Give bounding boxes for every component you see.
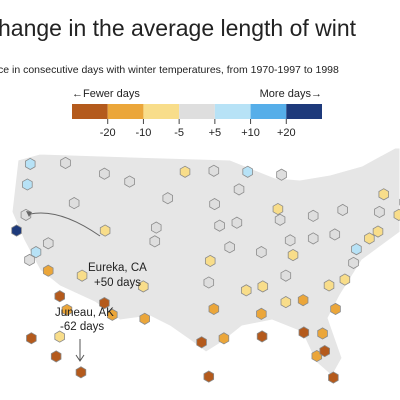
station-hex (274, 213, 286, 226)
station-hex (256, 307, 267, 320)
station-hex (54, 290, 66, 303)
station-hex (179, 165, 191, 178)
annotation-label: Eureka, CA (88, 262, 147, 274)
station-hex (107, 308, 118, 321)
station-hex (297, 294, 309, 307)
station-hex (138, 280, 149, 293)
station-hex (276, 168, 287, 181)
station-hex (231, 216, 243, 229)
station-hex (393, 208, 400, 221)
station-hex (307, 232, 319, 245)
juneau-arrow (75, 339, 85, 362)
station-hex (317, 327, 328, 340)
station-hex (99, 224, 111, 237)
legend-swatch (107, 104, 144, 119)
legend: -20 -10 -5 +5 +10 +20 (72, 104, 322, 139)
station-hex (208, 302, 220, 316)
station-hex (196, 336, 207, 349)
station-hex (60, 156, 71, 170)
legend-tick-label: -10 (135, 127, 151, 139)
station-hex (99, 297, 110, 310)
station-hex (351, 243, 362, 256)
eureka-leader (29, 212, 101, 237)
station-hex (75, 366, 87, 379)
station-hex (68, 197, 80, 210)
station-hex (22, 178, 33, 191)
station-hex (256, 246, 267, 259)
station-hex (42, 264, 54, 277)
station-hex (364, 232, 375, 245)
station-hex (99, 167, 110, 180)
station-hex (50, 350, 62, 363)
station-hex (233, 183, 245, 196)
stations (11, 156, 400, 384)
station-hex (42, 237, 54, 250)
station-hex (208, 164, 220, 177)
station-hex (149, 235, 161, 248)
station-hex (339, 273, 351, 286)
station-hex (218, 332, 230, 345)
station-hex (287, 248, 299, 262)
station-hex (337, 203, 348, 217)
station-hex (209, 198, 220, 211)
station-hex (328, 371, 339, 384)
station-hex (11, 224, 22, 237)
station-hex (24, 253, 35, 267)
legend-swatch (286, 104, 322, 119)
station-hex (284, 234, 296, 247)
station-hex (139, 312, 150, 325)
legend-swatch (250, 104, 287, 119)
legend-swatch (214, 104, 251, 119)
station-hex (256, 330, 268, 343)
station-hex (61, 303, 73, 317)
station-hex (319, 345, 330, 358)
legend-swatch (179, 104, 215, 119)
legend-swatch (143, 104, 180, 119)
legend-right-label: More days→ (260, 88, 322, 100)
station-hex (203, 370, 215, 383)
station-hex (378, 188, 390, 201)
station-hex (272, 202, 284, 216)
station-hex (224, 241, 235, 254)
station-hex (26, 332, 37, 345)
station-hex (329, 228, 341, 241)
annotation-label: Juneau, AK (55, 307, 114, 319)
station-hex (298, 326, 310, 339)
station-hex (240, 284, 252, 297)
subtitle: ce in consecutive days with winter tempe… (0, 64, 339, 76)
station-hex (204, 254, 216, 268)
station-hex (307, 209, 319, 222)
legend-swatch (72, 104, 108, 119)
annotation-value: +50 days (94, 277, 141, 289)
annotation-value: -62 days (60, 321, 104, 333)
station-hex (257, 280, 269, 293)
eureka-arrowhead (26, 211, 32, 217)
station-hex (162, 192, 174, 205)
legend-tick-label: +5 (209, 127, 222, 139)
station-hex (280, 296, 292, 309)
station-hex (124, 175, 135, 188)
legend-tick-label: +20 (277, 127, 296, 139)
station-hex (203, 276, 215, 289)
title: hange in the average length of wint (0, 15, 357, 41)
station-hex (280, 269, 292, 282)
station-hex (54, 330, 65, 343)
legend-tick-label: +10 (241, 127, 260, 139)
station-hex (330, 302, 341, 316)
station-hex (242, 165, 253, 178)
station-hex (374, 205, 385, 219)
station-hex (348, 256, 359, 269)
station-hex (323, 279, 335, 292)
station-hex (372, 225, 384, 238)
station-hex (30, 246, 42, 259)
station-hex (76, 269, 88, 282)
legend-tick-label: -20 (100, 127, 116, 139)
station-hex (150, 221, 162, 234)
legend-tick-label: -5 (174, 127, 184, 139)
station-hex (214, 219, 225, 232)
legend-left-label: ←Fewer days (72, 88, 140, 100)
station-hex (24, 157, 36, 170)
